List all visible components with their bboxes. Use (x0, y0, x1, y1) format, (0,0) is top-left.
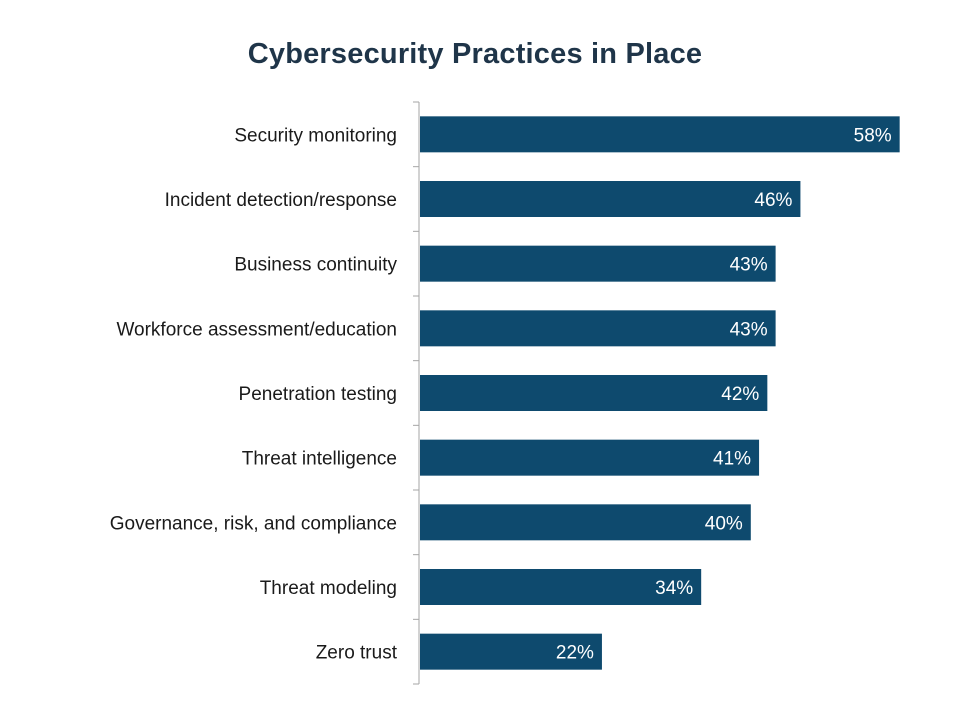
category-label: Workforce assessment/education (116, 319, 397, 340)
category-label: Threat modeling (260, 578, 397, 599)
chart-title: Cybersecurity Practices in Place (247, 38, 703, 70)
category-label: Business continuity (234, 255, 397, 276)
bar-value-label: 41% (713, 449, 751, 470)
axis-group (413, 101, 420, 685)
category-label: Governance, risk, and compliance (110, 513, 397, 534)
bar (420, 375, 768, 411)
bar (420, 310, 776, 347)
bar-value-label: 43% (730, 255, 768, 276)
bar-value-label: 40% (705, 513, 743, 534)
bar-value-label: 46% (754, 190, 792, 211)
bars-group (420, 116, 900, 670)
bar-value-label: 42% (721, 384, 759, 405)
bar-value-label: 22% (556, 643, 594, 664)
category-label: Incident detection/response (165, 190, 397, 211)
bar (420, 181, 801, 217)
category-label: Zero trust (316, 643, 398, 664)
labels-group: Security monitoring 58% Incident detection… (110, 125, 892, 663)
category-label: Threat intelligence (242, 449, 397, 470)
bar (420, 116, 900, 153)
bar (420, 504, 751, 541)
bar-value-label: 58% (854, 125, 892, 146)
category-label: Security monitoring (234, 125, 397, 146)
category-label: Penetration testing (239, 384, 397, 405)
bar (420, 439, 760, 476)
bar-value-label: 34% (655, 578, 693, 599)
bar (420, 245, 776, 282)
bar-value-label: 43% (730, 319, 768, 340)
bar (420, 633, 602, 670)
bar (420, 569, 702, 605)
